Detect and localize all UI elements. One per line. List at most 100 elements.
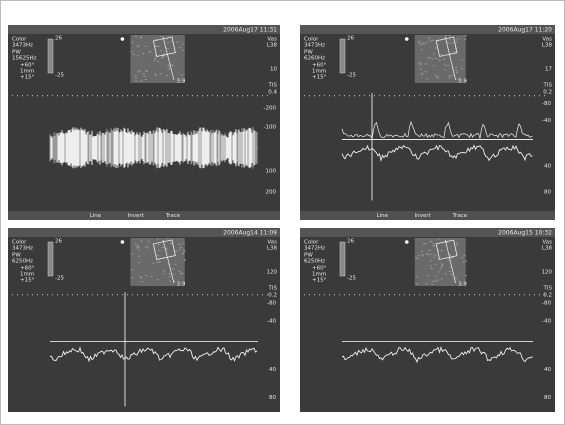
dotted-line <box>232 294 233 295</box>
dotted-line <box>384 95 385 96</box>
dotted-line <box>494 294 495 295</box>
dotted-line <box>77 294 78 295</box>
dotted-line <box>227 294 228 295</box>
speckle <box>137 46 139 47</box>
dotted-line <box>72 95 73 96</box>
dotted-line <box>57 294 58 295</box>
speckle <box>429 250 431 251</box>
setting-steer: +15° <box>20 278 35 284</box>
setting-color-freq: 3473Hz <box>12 246 33 252</box>
speckle <box>430 260 432 261</box>
speckle <box>143 73 145 74</box>
speckle <box>168 69 170 70</box>
gain: 17 <box>545 67 552 73</box>
dotted-line <box>539 95 540 96</box>
dotted-line <box>117 294 118 295</box>
speckle <box>135 81 137 82</box>
dotted-line <box>439 95 440 96</box>
speckle <box>138 246 140 247</box>
tis-value: 0.2 <box>543 90 552 96</box>
dotted-line <box>309 294 310 295</box>
speckle <box>161 36 163 37</box>
dotted-line <box>354 95 355 96</box>
dotted-line <box>242 95 243 96</box>
speckle <box>167 238 169 239</box>
speckle <box>449 35 451 36</box>
dotted-line <box>112 294 113 295</box>
dotted-line <box>42 294 43 295</box>
speckle <box>135 75 137 76</box>
dotted-line <box>217 95 218 96</box>
dotted-line <box>519 95 520 96</box>
dotted-line <box>207 95 208 96</box>
velocity-scale-label: -80 <box>267 301 276 307</box>
speckle <box>420 64 422 65</box>
dotted-line <box>529 95 530 96</box>
speckle <box>447 65 449 66</box>
speckle <box>179 47 181 48</box>
speckle <box>180 247 182 248</box>
speckle <box>135 36 137 37</box>
speckle <box>147 241 149 242</box>
dotted-line <box>237 294 238 295</box>
dotted-line <box>339 95 340 96</box>
dotted-line <box>17 95 18 96</box>
dotted-line <box>92 95 93 96</box>
dotted-line <box>267 95 268 96</box>
velocity-scale-label: 200 <box>266 190 277 196</box>
speckle <box>421 74 423 75</box>
color-bar-bottom: -25 <box>347 276 356 282</box>
speckle <box>136 245 138 246</box>
toolbar <box>8 211 280 220</box>
dotted-line <box>262 95 263 96</box>
dotted-line <box>474 95 475 96</box>
speckle <box>435 58 437 59</box>
speckle <box>447 42 449 43</box>
dotted-line <box>494 95 495 96</box>
dotted-line <box>102 95 103 96</box>
speckle <box>435 47 437 48</box>
speckle <box>163 271 165 272</box>
dotted-line <box>107 294 108 295</box>
dotted-line <box>409 95 410 96</box>
dotted-line <box>262 294 263 295</box>
dotted-line <box>304 294 305 295</box>
speckle <box>157 61 159 62</box>
dotted-line <box>459 95 460 96</box>
marker-dot <box>121 240 125 244</box>
speckle <box>156 255 158 256</box>
speckle <box>150 276 152 277</box>
speckle <box>172 269 174 270</box>
speckle <box>133 54 135 55</box>
speckle <box>131 254 133 255</box>
velocity-scale-label: 80 <box>544 395 551 401</box>
velocity-scale-label: -100 <box>264 124 277 130</box>
speckle <box>427 275 429 276</box>
speckle <box>178 244 180 245</box>
gain: 120 <box>542 270 553 276</box>
dotted-line <box>359 294 360 295</box>
speckle <box>441 54 443 55</box>
dotted-line <box>389 294 390 295</box>
speckle <box>140 37 142 38</box>
speckle <box>454 51 456 52</box>
speckle <box>416 283 418 284</box>
dotted-line <box>454 95 455 96</box>
speckle <box>154 58 156 59</box>
dotted-line <box>379 95 380 96</box>
dotted-line <box>459 294 460 295</box>
speckle <box>158 262 160 263</box>
dotted-line <box>112 95 113 96</box>
dotted-line <box>222 95 223 96</box>
speckle <box>140 276 142 277</box>
color-bar <box>48 39 53 73</box>
setting-mode-freq: 6250Hz <box>304 259 325 265</box>
speckle <box>421 254 423 255</box>
speckle <box>171 41 173 42</box>
speckle <box>432 284 434 285</box>
speckle <box>182 253 184 254</box>
dotted-line <box>424 95 425 96</box>
dotted-line <box>504 294 505 295</box>
dotted-line <box>137 294 138 295</box>
probe-model: L38 <box>542 246 553 252</box>
